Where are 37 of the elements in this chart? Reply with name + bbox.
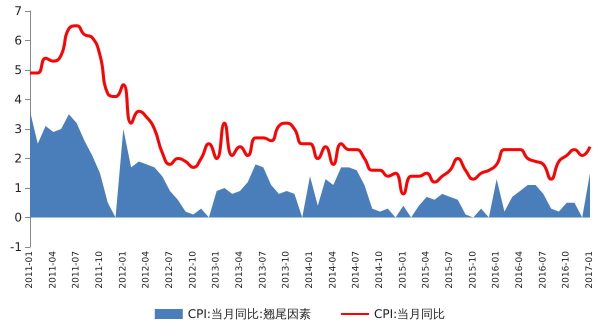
y-tick-label: 1 [14,181,22,195]
x-tick-label: 2016-10 [562,250,572,289]
x-tick-label: 2014-10 [375,250,385,289]
x-tick-label: 2013-04 [235,250,245,289]
y-tick-label: -1 [10,240,22,254]
x-tick-label: 2015-10 [468,250,478,289]
x-tick-label: 2011-10 [95,250,105,289]
x-tick-label: 2015-07 [445,251,455,289]
x-tick-label: 2017-01 [585,251,595,289]
x-tick-label: 2014-04 [328,250,338,289]
x-tick-label: 2012-01 [118,251,128,289]
y-tick-label: 7 [14,4,22,18]
x-tick-label: 2015-04 [422,250,432,289]
legend-label: CPI:当月同比 [374,307,446,321]
x-tick-label: 2016-01 [492,251,502,289]
y-tick-label: 5 [14,63,22,77]
x-tick-label: 2013-10 [282,250,292,289]
y-tick-label: 2 [14,152,22,166]
x-tick-label: 2011-01 [25,251,35,289]
x-tick-label: 2016-04 [515,250,525,289]
x-tick-label: 2012-04 [142,250,152,289]
x-tick-label: 2014-01 [305,251,315,289]
y-tick-label: 6 [14,34,22,48]
x-tick-label: 2012-07 [165,251,175,289]
x-tick-label: 2011-07 [72,251,82,289]
y-tick-label: 0 [14,210,22,224]
x-tick-label: 2016-07 [538,251,548,289]
x-tick-label: 2015-01 [398,251,408,289]
x-tick-label: 2011-04 [48,250,58,289]
x-tick-label: 2014-07 [352,251,362,289]
x-tick-label: 2013-01 [212,251,222,289]
y-tick-label: 4 [14,92,22,106]
x-tick-label: 2012-10 [188,250,198,289]
legend-label: CPI:当月同比:翘尾因素 [188,307,312,321]
x-tick-label: 2013-07 [258,251,268,289]
y-tick-label: 3 [14,122,22,136]
line-series [28,24,592,196]
